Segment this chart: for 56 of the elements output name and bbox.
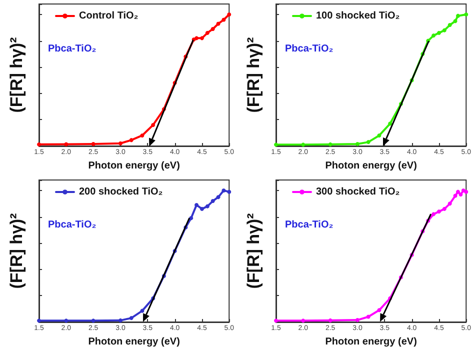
point — [129, 316, 134, 320]
legend-label: 200 shocked TiO₂ — [79, 186, 163, 198]
point — [377, 133, 382, 138]
x-axis-title: Photon energy (eV) — [88, 160, 180, 172]
x-axis-title: Photon energy (eV) — [325, 160, 417, 172]
point — [129, 138, 134, 142]
legend-label: Control TiO₂ — [79, 10, 138, 22]
point — [222, 188, 226, 193]
point — [194, 36, 199, 40]
y-axis-title: (F[R] hγ)² — [244, 36, 263, 113]
point — [453, 194, 458, 198]
point — [458, 192, 463, 196]
y-axis-title: (F[R] hγ)² — [244, 212, 263, 289]
point — [140, 308, 144, 313]
point — [388, 122, 392, 126]
legend-label: 100 shocked TiO₂ — [316, 10, 400, 22]
point — [200, 206, 204, 211]
point — [456, 190, 460, 194]
point — [140, 133, 144, 138]
point — [189, 216, 194, 220]
point — [227, 190, 232, 194]
point — [464, 190, 468, 194]
point — [222, 18, 226, 22]
point — [205, 204, 210, 208]
point — [432, 212, 436, 216]
point — [464, 12, 468, 17]
point — [210, 26, 215, 31]
point — [436, 30, 441, 35]
point — [216, 22, 220, 26]
point — [453, 19, 458, 24]
point — [200, 36, 204, 40]
point — [194, 202, 199, 207]
point — [456, 14, 460, 18]
point — [377, 308, 382, 312]
point — [210, 199, 215, 204]
annotation: Pbca-TiO₂ — [48, 44, 96, 54]
y-axis-title: (F[R] hγ)² — [7, 36, 26, 113]
point — [448, 202, 452, 206]
point — [366, 140, 370, 144]
annotation: Pbca-TiO₂ — [48, 220, 96, 230]
point — [436, 210, 441, 214]
x-axis-title: Photon energy (eV) — [325, 336, 417, 348]
point — [442, 206, 446, 211]
y-axis-title: (F[R] hγ)² — [7, 212, 26, 289]
point — [216, 195, 220, 200]
point — [366, 314, 370, 319]
point — [442, 28, 446, 32]
annotation: Pbca-TiO₂ — [285, 44, 334, 54]
x-axis-title: Photon energy (eV) — [88, 336, 180, 348]
point — [448, 23, 452, 28]
point — [151, 122, 156, 127]
annotation: Pbca-TiO₂ — [285, 220, 334, 230]
point — [205, 30, 210, 35]
point — [227, 12, 232, 17]
point — [432, 34, 436, 38]
legend-label: 300 shocked TiO₂ — [316, 186, 400, 198]
